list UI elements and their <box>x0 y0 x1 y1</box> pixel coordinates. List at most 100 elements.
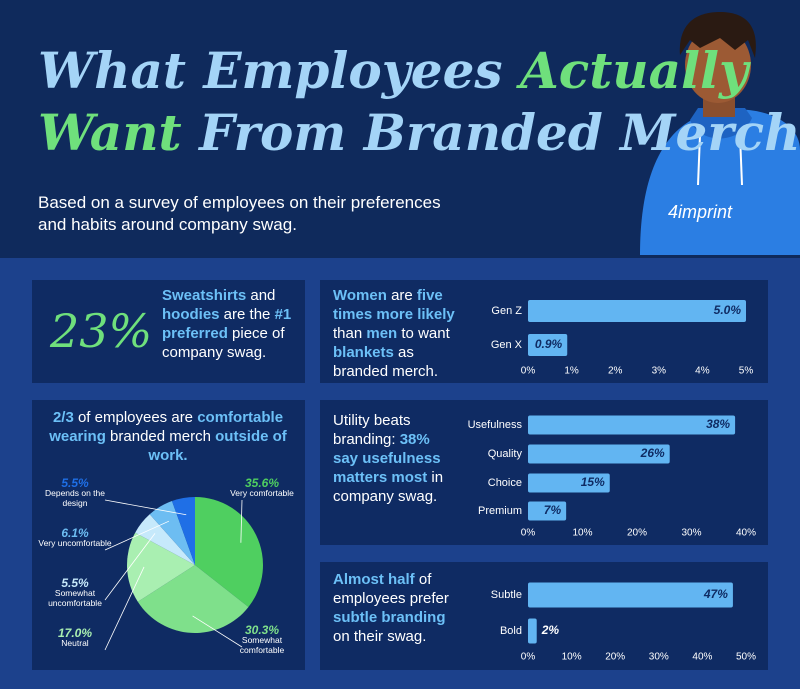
category-label: Gen Z <box>491 305 522 317</box>
highlight: 38% say usefulness matters most <box>333 431 445 486</box>
highlight: #1 preferred <box>162 306 296 342</box>
category-label: Quality <box>488 448 523 460</box>
illustration: 4imprint <box>640 12 800 255</box>
pie-slice <box>135 514 195 565</box>
pie-slice <box>126 532 195 602</box>
slice-name: Somewhat comfortable <box>239 635 285 655</box>
category-label: Usefulness <box>468 419 523 431</box>
highlight: comfortable wearing <box>49 409 288 445</box>
value-label: 7% <box>544 503 562 517</box>
bar <box>528 415 736 435</box>
value-label: 38% <box>706 417 730 431</box>
logo: 4imprint <box>668 202 733 222</box>
title-part: What Employees <box>38 41 520 100</box>
slice-label: 30.3% Somewhat comfortable <box>222 623 302 655</box>
highlight: Women <box>333 287 387 304</box>
slice-value: 30.3% <box>244 623 280 637</box>
x-tick-label: 40% <box>692 652 712 663</box>
category-label: Choice <box>488 477 522 489</box>
bar <box>528 501 567 521</box>
x-tick-label: 10% <box>572 528 592 539</box>
panel-text: Sweatshirts and hoodies are the #1 prefe… <box>162 286 297 362</box>
title-part: Actually <box>519 41 749 100</box>
slice-name: Somewhat uncomfortable <box>48 588 102 608</box>
panel-text: Women are five times more likely than me… <box>333 286 468 381</box>
x-tick-label: 20% <box>627 528 647 539</box>
panel <box>320 562 768 670</box>
text: of employees prefer <box>333 571 454 607</box>
text: of employees are <box>73 409 198 426</box>
slice-value: 5.5% <box>61 476 89 490</box>
text: piece of company swag. <box>162 325 289 361</box>
highlight: outside of work. <box>148 428 291 464</box>
x-tick-label: 1% <box>564 366 579 377</box>
x-tick-label: 0% <box>521 528 536 539</box>
slice-name: Depends on the design <box>44 488 106 508</box>
panel <box>320 280 768 383</box>
bar <box>528 618 537 644</box>
highlight: men <box>366 325 398 342</box>
leader-line <box>192 615 243 648</box>
pie-slice <box>149 501 195 565</box>
leader-line <box>240 499 243 543</box>
highlight: five times more likely <box>333 287 455 323</box>
x-tick-label: 4% <box>695 366 710 377</box>
value-label: 26% <box>640 446 665 460</box>
value-label: 15% <box>581 475 605 489</box>
text: to want <box>397 325 454 342</box>
x-tick-label: 0% <box>521 366 536 377</box>
leader-line <box>104 499 187 516</box>
bar <box>528 300 746 322</box>
text: in company swag. <box>333 469 448 505</box>
title-line: What Employees Actually <box>38 40 748 102</box>
highlight: blankets <box>333 344 394 361</box>
text: as branded merch. <box>333 344 439 380</box>
slice-label: 5.5% Depends on the design <box>35 476 115 508</box>
subtitle: Based on a survey of employees on their … <box>38 193 441 234</box>
highlight: subtle branding <box>333 609 446 626</box>
panel-text: Almost half of employees prefer subtle b… <box>333 570 458 646</box>
bar <box>528 473 610 493</box>
bar <box>528 582 733 608</box>
highlight: hoodies <box>162 306 220 323</box>
x-tick-label: 2% <box>608 366 623 377</box>
title-part: Want <box>38 103 182 162</box>
value-label: 5.0% <box>714 303 742 317</box>
category-label: Gen X <box>491 339 523 351</box>
x-tick-label: 10% <box>562 652 582 663</box>
highlight: Almost half <box>333 571 415 588</box>
value-label: 0.9% <box>535 337 563 351</box>
slice-label: 5.5% Somewhat uncomfortable <box>35 576 115 608</box>
value-label: 2% <box>541 623 560 637</box>
title-line: Want From Branded Merch <box>38 102 800 164</box>
slice-name: Neutral <box>61 638 89 648</box>
text: are <box>386 287 417 304</box>
title: What Employees Actually Want From Branded… <box>38 40 800 164</box>
slice-value: 6.1% <box>61 526 89 540</box>
slice-label: 6.1% Very uncomfortable <box>35 526 115 548</box>
leader-line <box>104 533 156 601</box>
panel-text: Utility beats branding: 38% say usefulne… <box>333 411 458 506</box>
category-label: Premium <box>478 505 522 517</box>
x-tick-label: 50% <box>736 652 756 663</box>
leader-line <box>104 566 145 651</box>
x-tick-label: 40% <box>736 528 756 539</box>
slice-value: 5.5% <box>61 576 89 590</box>
panel-text: 2/3 of employees are comfortable wearing… <box>48 408 288 465</box>
leader-line <box>104 520 170 551</box>
x-tick-label: 0% <box>521 652 536 663</box>
x-tick-label: 20% <box>605 652 625 663</box>
title-part: From Branded Merch <box>181 103 800 162</box>
text: than <box>333 306 459 342</box>
x-tick-label: 5% <box>739 366 754 377</box>
x-tick-label: 30% <box>681 528 701 539</box>
slice-name: Very uncomfortable <box>38 538 112 548</box>
value-label: 47% <box>703 587 728 601</box>
category-label: Bold <box>500 625 522 637</box>
text: on their swag. <box>333 609 450 645</box>
slice-label: 35.6% Very comfortable <box>222 477 302 498</box>
pie-slice <box>137 565 249 633</box>
stat: 23% <box>50 304 153 358</box>
